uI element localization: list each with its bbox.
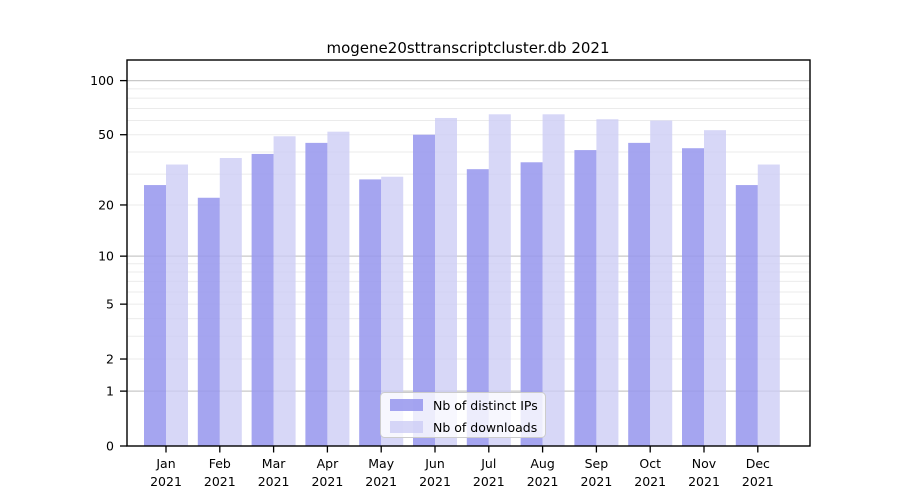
bar-distinct-ips-dec (735, 185, 758, 447)
y-tick-label-5: 5 (106, 297, 114, 312)
y-tick-label-2: 2 (106, 352, 114, 367)
bar-downloads-aug (542, 114, 565, 446)
bar-downloads-may (381, 176, 404, 446)
y-tick-label-1: 1 (106, 384, 114, 399)
x-tick-label-may: May (368, 456, 394, 471)
legend-label-downloads: Nb of downloads (433, 420, 537, 435)
bar-downloads-nov (704, 130, 726, 446)
bars (144, 114, 780, 447)
x-tick-year-aug: 2021 (527, 474, 559, 489)
y-tick-label-0: 0 (106, 439, 114, 454)
y-axis: 0 1 2 5 10 20 50 100 (90, 73, 127, 454)
x-tick-label-feb: Feb (209, 456, 231, 471)
x-tick-year-oct: 2021 (634, 474, 666, 489)
x-tick-label-mar: Mar (262, 456, 286, 471)
legend-swatch-distinct-ips (390, 399, 423, 411)
x-tick-year-nov: 2021 (688, 474, 720, 489)
x-tick-label-nov: Nov (692, 456, 717, 471)
bar-downloads-jun (435, 117, 457, 446)
bar-distinct-ips-jan (144, 185, 166, 447)
bar-downloads-dec (757, 164, 780, 446)
legend-label-distinct-ips: Nb of distinct IPs (433, 398, 538, 413)
bar-distinct-ips-nov (682, 148, 704, 447)
y-tick-label-50: 50 (98, 127, 114, 142)
bar-downloads-apr (327, 131, 350, 447)
x-tick-year-jul: 2021 (473, 474, 505, 489)
bar-distinct-ips-may (359, 179, 382, 446)
bar-distinct-ips-oct (628, 142, 651, 446)
bar-downloads-oct (650, 120, 673, 447)
y-tick-label-10: 10 (98, 249, 114, 264)
bar-downloads-feb (219, 158, 242, 447)
x-tick-label-apr: Apr (317, 456, 339, 471)
x-tick-label-jul: Jul (480, 456, 496, 471)
bar-distinct-ips-apr (305, 142, 328, 446)
plot-border (126, 59, 811, 447)
bar-distinct-ips-mar (251, 153, 274, 446)
bar-downloads-mar (273, 136, 296, 446)
bar-distinct-ips-aug (520, 162, 543, 446)
x-tick-label-jan: Jan (155, 456, 175, 471)
x-tick-year-apr: 2021 (311, 474, 343, 489)
bar-distinct-ips-sep (574, 150, 597, 446)
x-tick-year-mar: 2021 (258, 474, 290, 489)
x-tick-year-sep: 2021 (580, 474, 612, 489)
x-tick-year-feb: 2021 (204, 474, 236, 489)
bar-downloads-jul (488, 114, 511, 446)
x-tick-label-dec: Dec (746, 456, 770, 471)
bar-distinct-ips-jun (413, 134, 435, 446)
bar-downloads-jan (166, 164, 188, 446)
x-tick-label-aug: Aug (530, 456, 554, 471)
bar-distinct-ips-feb (197, 197, 220, 446)
x-tick-label-oct: Oct (639, 456, 661, 471)
x-axis: Jan 2021 Feb 2021 Mar 2021 Apr 2021 May 2021 Jun 20… (150, 446, 774, 489)
bar-downloads-sep (596, 119, 619, 446)
x-tick-year-jun: 2021 (419, 474, 451, 489)
bar-distinct-ips-jul (466, 169, 489, 446)
legend-swatch-downloads (390, 421, 423, 433)
y-tick-label-100: 100 (90, 73, 114, 88)
x-tick-year-jan: 2021 (150, 474, 182, 489)
x-tick-year-dec: 2021 (742, 474, 774, 489)
y-tick-label-20: 20 (98, 197, 114, 212)
x-tick-label-jun: Jun (424, 456, 445, 471)
x-tick-label-sep: Sep (585, 456, 609, 471)
x-tick-year-may: 2021 (365, 474, 397, 489)
legend: Nb of distinct IPs Nb of downloads (380, 392, 546, 438)
chart-title: mogene20sttranscriptcluster.db 2021 (327, 39, 610, 57)
